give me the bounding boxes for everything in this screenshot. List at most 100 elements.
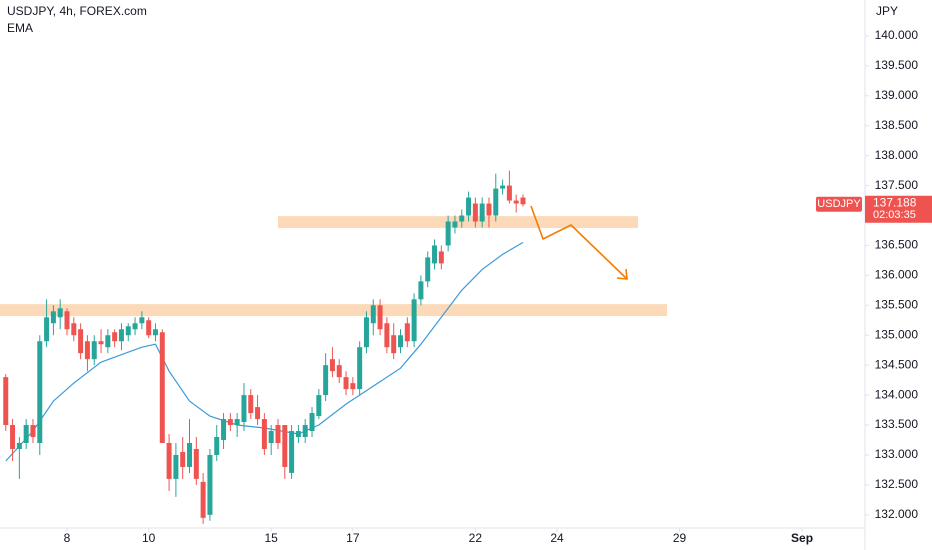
candle-body — [316, 395, 322, 417]
projection-arrow — [530, 205, 628, 280]
candle-body — [486, 203, 492, 216]
candle-body — [459, 215, 465, 222]
candle-body — [357, 347, 363, 390]
y-tick-label: 134.000 — [875, 387, 919, 401]
y-tick-label: 135.000 — [875, 327, 919, 341]
y-tick-label: 133.500 — [875, 417, 919, 431]
candle-body — [241, 395, 247, 423]
candle-body — [336, 365, 342, 378]
candle-body — [411, 299, 417, 342]
candle-body — [180, 451, 186, 467]
candle-body — [193, 448, 199, 479]
candle-body — [363, 317, 369, 348]
x-tick-label: 15 — [265, 531, 279, 545]
y-tick-label: 139.000 — [875, 88, 919, 102]
candle-body — [187, 442, 193, 467]
candle-body — [302, 425, 308, 438]
x-tick-label: 24 — [550, 531, 564, 545]
candle-body — [323, 365, 329, 396]
candle-body — [452, 221, 458, 228]
candle-body — [214, 437, 220, 455]
y-tick-label: 133.000 — [875, 447, 919, 461]
candle-body — [166, 442, 172, 479]
candle-body — [84, 341, 90, 360]
candle-body — [146, 320, 152, 336]
candle-body — [221, 419, 227, 440]
candle-body — [78, 329, 84, 354]
y-tick-label: 136.500 — [875, 238, 919, 252]
chart-title: USDJPY, 4h, FOREX.com — [7, 4, 147, 18]
x-tick-label: 17 — [346, 531, 360, 545]
y-tick-label: 132.000 — [875, 507, 919, 521]
candle-body — [30, 425, 36, 438]
candle-body — [282, 425, 288, 467]
y-tick-label: 138.000 — [875, 148, 919, 162]
candle-body — [329, 359, 335, 372]
candle-body — [506, 185, 512, 201]
candle-body — [159, 332, 165, 443]
candle-body — [404, 323, 410, 342]
candle-body — [132, 323, 138, 330]
candle-body — [370, 305, 376, 324]
y-tick-label: 139.500 — [875, 58, 919, 72]
x-tick-label: 22 — [469, 531, 483, 545]
candle-body — [295, 431, 301, 438]
candle-body — [234, 419, 240, 426]
symbol-tag: USDJPY — [817, 198, 861, 210]
candle-body — [418, 281, 424, 300]
candle-body — [384, 323, 390, 348]
y-tick-label: 132.500 — [875, 477, 919, 491]
last-price-bg — [865, 195, 932, 223]
candle-body — [438, 251, 444, 264]
candle-body — [472, 203, 478, 222]
support-resistance-zone — [278, 216, 638, 229]
candle-body — [432, 245, 438, 264]
x-tick-label: 8 — [64, 531, 71, 545]
candle-body — [261, 419, 267, 449]
candle-body — [98, 341, 104, 345]
candle-body — [71, 323, 77, 336]
x-tick-label: 29 — [673, 531, 687, 545]
arrow-head — [616, 268, 628, 280]
candle-body — [493, 188, 499, 216]
countdown: 02:03:35 — [873, 209, 916, 221]
candle-body — [500, 185, 506, 189]
candle-body — [466, 197, 472, 216]
symbol-tag-bg — [816, 196, 862, 212]
indicator-label: EMA — [7, 21, 33, 35]
candle-body — [227, 419, 233, 426]
axis-label: JPY — [876, 4, 898, 18]
candle-body — [105, 335, 111, 348]
candle-body — [207, 454, 213, 515]
candle-body — [377, 305, 383, 330]
candle-body — [37, 341, 43, 443]
candle-body — [425, 257, 431, 282]
candle-body — [173, 454, 179, 479]
candle-body — [520, 197, 526, 205]
candle-body — [57, 308, 63, 318]
candle-body — [268, 431, 274, 443]
y-tick-label: 134.500 — [875, 357, 919, 371]
candle-body — [64, 311, 70, 330]
candle-body — [397, 335, 403, 348]
candle-body — [125, 326, 131, 336]
candle-body — [10, 425, 16, 449]
candle-body — [152, 329, 158, 336]
x-tick-label: 10 — [142, 531, 156, 545]
candle-body — [445, 221, 451, 246]
candle-body — [50, 311, 56, 324]
candle-body — [275, 425, 281, 443]
y-tick-label: 136.000 — [875, 268, 919, 282]
last-price-label: 137.188 — [873, 195, 917, 209]
candle-body — [248, 395, 254, 414]
x-tick-label: Sep — [791, 531, 813, 545]
y-tick-label: 135.500 — [875, 297, 919, 311]
support-resistance-zone — [0, 304, 667, 317]
candle-body — [16, 442, 22, 449]
y-tick-label: 137.500 — [875, 178, 919, 192]
candle-body — [44, 317, 50, 342]
candle-body — [118, 329, 124, 342]
candle-body — [513, 200, 519, 204]
